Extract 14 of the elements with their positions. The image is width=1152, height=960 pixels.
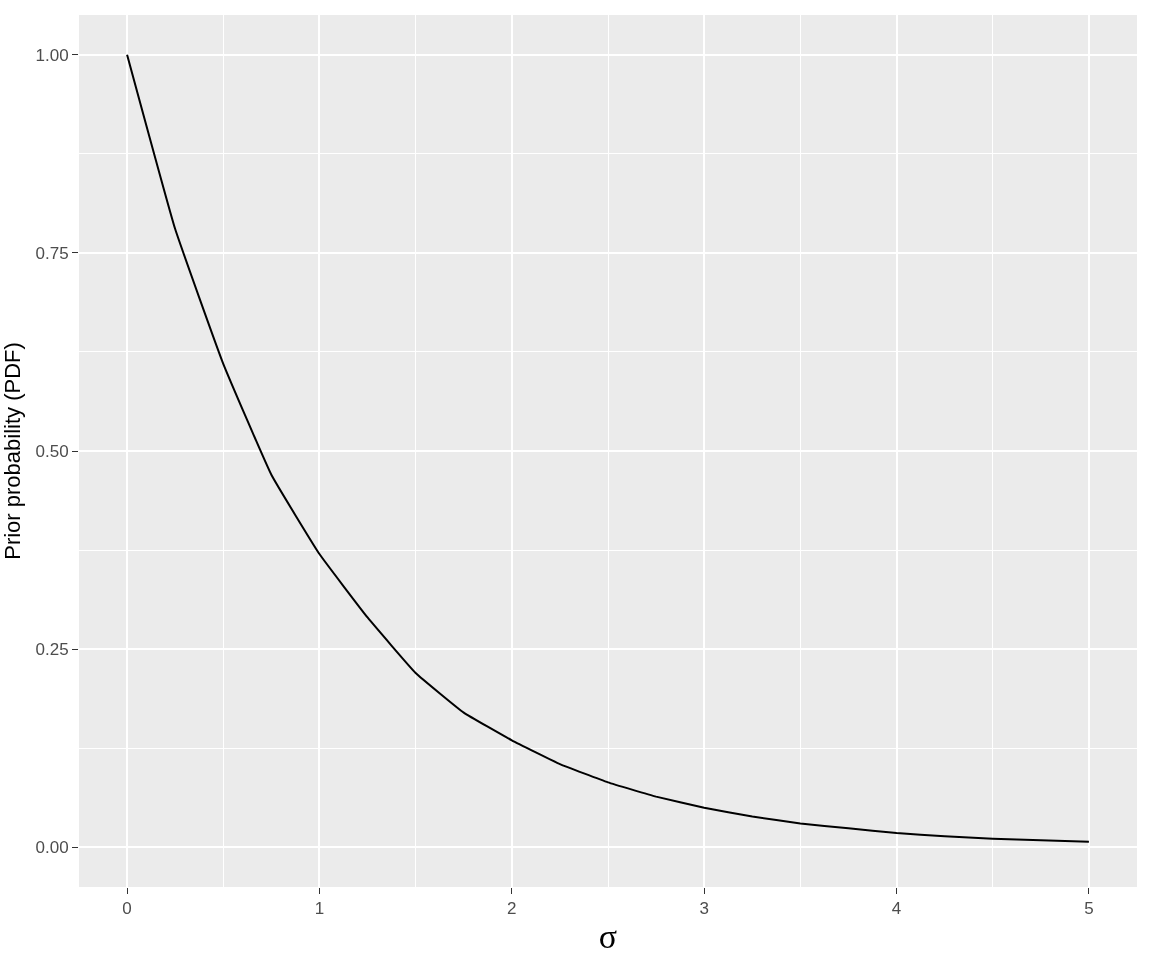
y-axis-title: Prior probability (PDF): [0, 342, 26, 560]
x-tick-label: 3: [699, 899, 709, 919]
x-tick-label: 1: [314, 899, 325, 919]
y-tick-label: 0.00: [35, 838, 69, 858]
x-axis-title: σ: [598, 917, 618, 955]
x-tick-label: 2: [507, 899, 517, 919]
x-tick-label: 0: [122, 899, 132, 919]
x-tick-label: 5: [1084, 899, 1094, 919]
y-tick-label: 1.00: [35, 45, 69, 65]
line-series: [126, 53, 1090, 843]
y-tick-label: 0.25: [35, 640, 69, 660]
x-tick-label: 4: [891, 899, 902, 919]
y-tick-label: 0.75: [35, 243, 69, 263]
y-tick-label: 0.50: [35, 441, 69, 461]
